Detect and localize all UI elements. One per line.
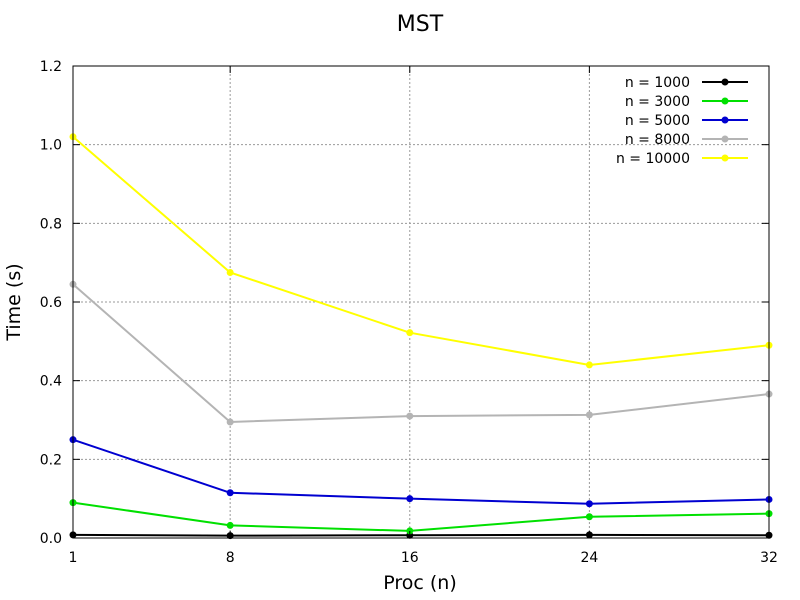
data-point bbox=[585, 411, 593, 419]
legend-swatch-marker bbox=[721, 97, 729, 105]
legend-entry: n = 8000 bbox=[625, 132, 748, 148]
grid bbox=[73, 66, 769, 538]
legend-swatch-marker bbox=[721, 154, 729, 162]
plot-frame bbox=[72, 65, 770, 539]
series-layer bbox=[69, 133, 773, 540]
x-tick-label: 1 bbox=[69, 550, 78, 566]
y-tick-label: 1.0 bbox=[40, 138, 62, 154]
x-tick-label: 16 bbox=[401, 550, 419, 566]
data-point bbox=[226, 489, 234, 497]
data-point bbox=[226, 521, 234, 529]
y-tick-label: 0.8 bbox=[40, 216, 62, 232]
data-point bbox=[226, 269, 234, 276]
legend-entry: n = 10000 bbox=[616, 151, 748, 167]
legend-entry: n = 3000 bbox=[625, 94, 748, 110]
y-tick-label: 0.6 bbox=[40, 295, 62, 311]
data-point bbox=[406, 527, 414, 535]
y-tick-label: 0.0 bbox=[40, 531, 62, 547]
legend-entry: n = 1000 bbox=[625, 75, 748, 91]
data-point bbox=[585, 361, 593, 369]
x-tick-label: 32 bbox=[760, 550, 778, 566]
data-point bbox=[585, 513, 593, 521]
legend-swatch-marker bbox=[721, 78, 729, 86]
data-point bbox=[585, 500, 593, 508]
y-tick-label: 1.2 bbox=[40, 59, 62, 75]
series-line bbox=[72, 533, 770, 537]
legend-entry: n = 5000 bbox=[625, 113, 748, 129]
data-point bbox=[406, 412, 414, 420]
series-1 bbox=[69, 499, 773, 535]
y-tick-label: 0.4 bbox=[40, 374, 62, 390]
data-point bbox=[406, 329, 414, 337]
legend: n = 1000 n = 3000 n = 5000 n = 8000 n = 1000… bbox=[616, 75, 748, 167]
y-axis-label: Time (s) bbox=[3, 263, 25, 341]
legend-swatch-marker bbox=[721, 116, 729, 124]
legend-label: n = 8000 bbox=[625, 132, 690, 148]
axes bbox=[72, 65, 770, 539]
y-tick-label: 0.2 bbox=[40, 452, 62, 468]
x-axis-label: Proc (n) bbox=[383, 572, 457, 594]
data-point bbox=[406, 495, 414, 503]
chart-title: MST bbox=[397, 12, 444, 37]
legend-label: n = 5000 bbox=[625, 113, 690, 129]
tick-labels: 0.0 0.2 0.4 0.6 0.8 1.0 1.2 1 8 16 24 32 bbox=[40, 59, 778, 566]
legend-swatch-marker bbox=[721, 135, 729, 143]
x-tick-label: 24 bbox=[580, 550, 598, 566]
legend-label: n = 3000 bbox=[625, 94, 690, 110]
series-4 bbox=[69, 133, 773, 369]
data-point bbox=[226, 418, 234, 426]
legend-label: n = 1000 bbox=[625, 75, 690, 91]
x-tick-label: 8 bbox=[226, 550, 235, 566]
legend-label: n = 10000 bbox=[616, 151, 690, 167]
